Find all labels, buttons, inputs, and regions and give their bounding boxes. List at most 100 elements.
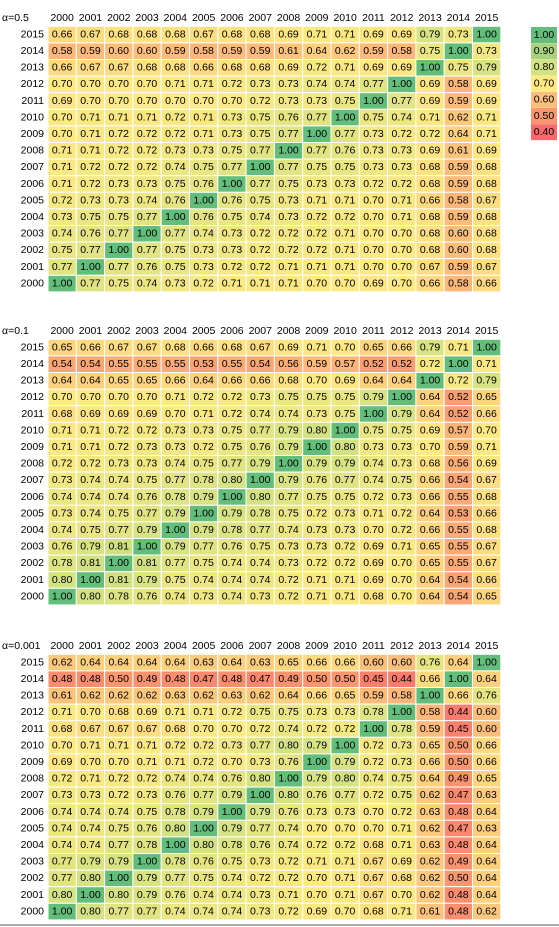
cell-label: 0.68 [420,228,441,240]
cell-label: 1.00 [165,524,186,536]
cell-label: 0.74 [52,839,73,851]
cell-label: 0.69 [137,706,158,718]
cell-label: 0.75 [80,211,101,223]
cell-label: 0.75 [335,391,356,403]
cell-label: 0.73 [335,524,356,536]
cell-label: 0.55 [137,358,158,370]
cell-label: 0.69 [363,541,384,553]
y-tick-label: 2010 [21,739,45,751]
cell-label: 0.66 [476,756,497,768]
cell-label: 0.72 [392,806,413,818]
cell-label: 0.60 [137,45,158,57]
cell-label: 0.66 [476,507,497,519]
cell-label: 0.72 [109,161,130,173]
cell-label: 1.00 [250,161,271,173]
cell-label: 0.77 [222,161,243,173]
cell-label: 0.71 [52,441,73,453]
cell-label: 0.70 [193,723,214,735]
cell-label: 0.77 [165,872,186,884]
cell-label: 0.66 [420,673,441,685]
cell-label: 0.73 [278,541,299,553]
cell-label: 0.73 [250,590,271,602]
legend-label: 0.50 [534,110,555,122]
cell-label: 0.68 [420,244,441,256]
cell-label: 0.58 [193,45,214,57]
cell-label: 0.71 [193,706,214,718]
cell-label: 0.73 [278,95,299,107]
cell-label: 0.61 [52,690,73,702]
cell-label: 0.73 [222,739,243,751]
cell-label: 0.77 [109,524,130,536]
cell-label: 0.71 [476,358,497,370]
cell-label: 0.71 [307,341,328,353]
cell-label: 0.69 [52,95,73,107]
cell-label: 0.67 [109,62,130,74]
cell-label: 0.77 [52,856,73,868]
x-tick-label: 2006 [220,12,244,24]
cell-label: 0.73 [363,128,384,140]
cell-label: 0.74 [278,723,299,735]
cell-label: 0.66 [420,277,441,289]
cell-label: 0.76 [137,261,158,273]
cell-label: 0.75 [335,408,356,420]
cell-label: 0.67 [137,723,158,735]
cell-label: 0.56 [448,458,469,470]
cell-label: 0.75 [109,822,130,834]
cell-label: 0.67 [250,341,271,353]
cell-label: 0.75 [335,161,356,173]
cell-label: 0.80 [278,739,299,751]
cell-label: 0.77 [52,261,73,273]
cell-label: 0.66 [420,491,441,503]
cell-label: 1.00 [222,806,243,818]
cell-label: 0.74 [193,228,214,240]
cell-label: 0.71 [335,590,356,602]
cell-label: 0.71 [476,111,497,123]
cell-label: 0.50 [448,756,469,768]
cell-label: 0.77 [52,872,73,884]
cell-label: 0.79 [222,789,243,801]
cell-label: 0.68 [476,161,497,173]
cell-label: 0.77 [80,244,101,256]
cell-label: 0.72 [363,178,384,190]
legend-label: 0.60 [534,94,555,106]
cell-label: 0.48 [448,839,469,851]
cell-label: 0.68 [137,62,158,74]
cell-label: 0.70 [80,78,101,90]
cell-label: 0.76 [80,228,101,240]
cell-label: 0.59 [363,690,384,702]
cell-label: 0.70 [476,424,497,436]
cell-label: 0.70 [363,211,384,223]
cell-label: 0.73 [222,111,243,123]
cell-label: 0.76 [222,541,243,553]
cell-label: 0.76 [476,690,497,702]
y-tick-label: 2002 [21,872,45,884]
cell-label: 0.71 [137,756,158,768]
x-tick-label: 2012 [390,640,414,652]
y-tick-label: 2006 [21,806,45,818]
cell-label: 0.54 [250,358,271,370]
y-tick-label: 2000 [21,277,45,289]
cell-label: 0.71 [307,194,328,206]
cell-label: 0.79 [278,474,299,486]
cell-label: 0.69 [420,145,441,157]
cell-label: 0.74 [52,822,73,834]
cell-label: 0.67 [193,28,214,40]
cell-label: 0.73 [392,458,413,470]
cell-label: 0.74 [52,491,73,503]
cell-label: 0.44 [392,673,413,685]
y-tick-label: 2001 [21,261,45,273]
cell-label: 0.79 [335,458,356,470]
cell-label: 0.72 [137,128,158,140]
cell-label: 0.72 [307,244,328,256]
cell-label: 0.68 [363,839,384,851]
cell-label: 0.74 [80,491,101,503]
cell-label: 0.74 [80,507,101,519]
cell-label: 0.75 [307,391,328,403]
cell-label: 0.59 [448,161,469,173]
cell-label: 0.74 [250,574,271,586]
cell-label: 0.80 [80,905,101,917]
cell-label: 0.70 [165,408,186,420]
cell-label: 0.62 [448,111,469,123]
cell-label: 0.67 [109,723,130,735]
cell-label: 0.72 [222,408,243,420]
